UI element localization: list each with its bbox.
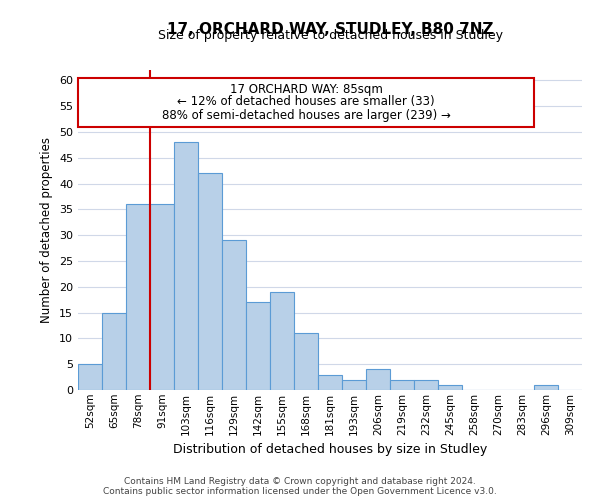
Text: 17, ORCHARD WAY, STUDLEY, B80 7NZ: 17, ORCHARD WAY, STUDLEY, B80 7NZ <box>167 22 493 38</box>
Bar <box>438 385 462 390</box>
Bar <box>342 380 366 390</box>
X-axis label: Distribution of detached houses by size in Studley: Distribution of detached houses by size … <box>173 443 487 456</box>
Bar <box>246 302 270 390</box>
Text: Contains HM Land Registry data © Crown copyright and database right 2024.: Contains HM Land Registry data © Crown c… <box>124 478 476 486</box>
Bar <box>102 312 126 390</box>
Text: 17 ORCHARD WAY: 85sqm: 17 ORCHARD WAY: 85sqm <box>230 83 382 96</box>
FancyBboxPatch shape <box>78 78 534 127</box>
Bar <box>222 240 246 390</box>
Bar <box>174 142 198 390</box>
Bar <box>534 385 558 390</box>
Y-axis label: Number of detached properties: Number of detached properties <box>40 137 53 323</box>
Bar <box>78 364 102 390</box>
Text: ← 12% of detached houses are smaller (33): ← 12% of detached houses are smaller (33… <box>177 96 435 108</box>
Bar <box>318 374 342 390</box>
Title: Size of property relative to detached houses in Studley: Size of property relative to detached ho… <box>157 30 503 43</box>
Bar <box>198 173 222 390</box>
Bar <box>270 292 294 390</box>
Text: 88% of semi-detached houses are larger (239) →: 88% of semi-detached houses are larger (… <box>161 109 451 122</box>
Bar <box>414 380 438 390</box>
Bar <box>294 333 318 390</box>
Bar <box>390 380 414 390</box>
Bar <box>150 204 174 390</box>
Bar <box>126 204 150 390</box>
Text: Contains public sector information licensed under the Open Government Licence v3: Contains public sector information licen… <box>103 488 497 496</box>
Bar <box>366 370 390 390</box>
